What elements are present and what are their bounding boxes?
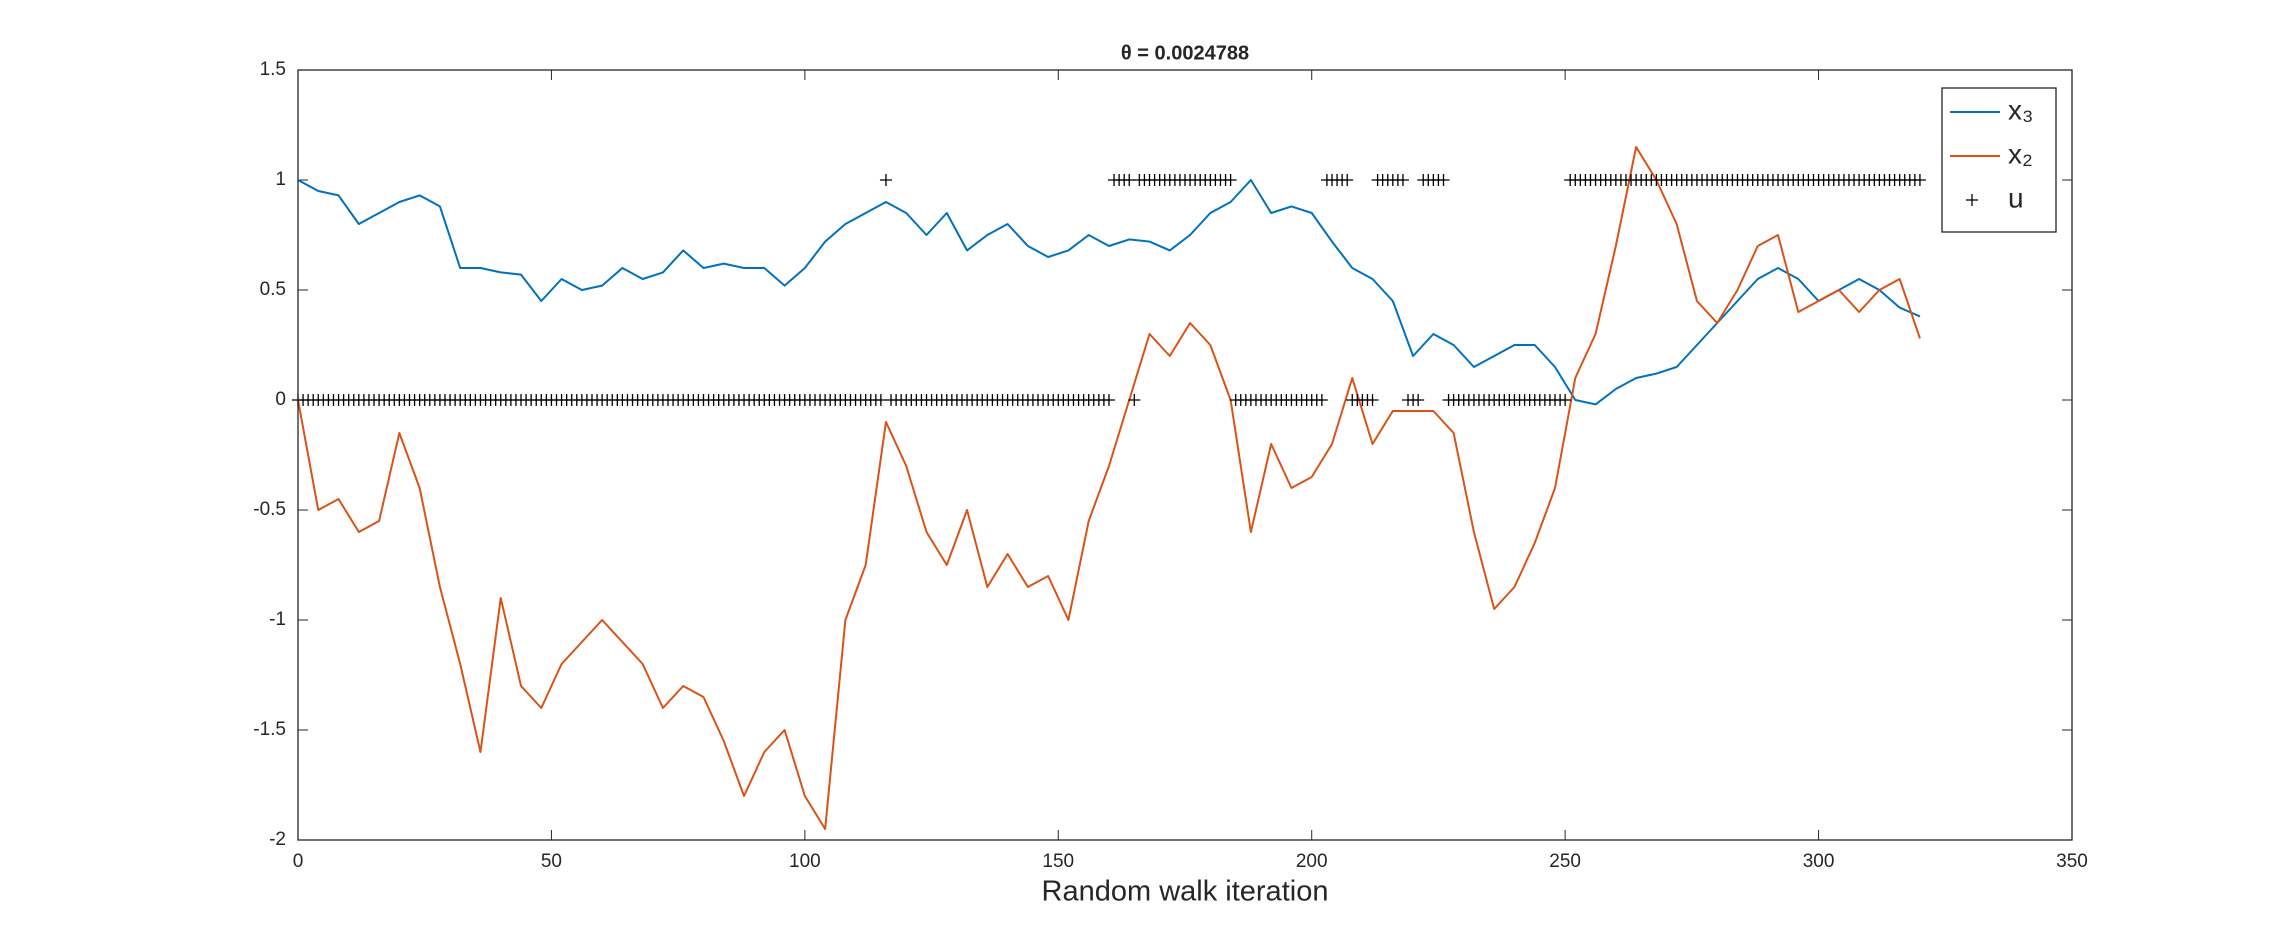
chart-title: θ = 0.0024788	[1121, 42, 1249, 64]
u-marker	[1341, 174, 1354, 186]
x-tick-label: 200	[1296, 851, 1328, 872]
u-marker	[1224, 174, 1237, 186]
legend-label: x₂	[2008, 138, 2033, 169]
y-tick-label: -1	[269, 609, 286, 630]
x-tick-label: 150	[1042, 851, 1074, 872]
x-tick-label: 0	[293, 851, 304, 872]
u-marker	[879, 174, 892, 186]
y-tick-label: 0.5	[260, 279, 286, 300]
legend-box	[1941, 87, 2057, 233]
x-tick-label: 100	[789, 851, 821, 872]
u-marker	[1396, 174, 1409, 186]
u-marker	[1437, 174, 1450, 186]
u-marker	[1128, 394, 1141, 406]
y-tick-label: -0.5	[253, 499, 286, 520]
u-marker	[1412, 394, 1425, 406]
u-marker	[1123, 174, 1136, 186]
u-marker	[1559, 394, 1572, 406]
plot-area	[298, 70, 2072, 840]
legend-marker	[1966, 194, 1978, 206]
x-tick-label: 50	[541, 851, 562, 872]
series-line	[297, 146, 1921, 830]
u-marker	[1913, 174, 1926, 186]
u-marker	[1315, 394, 1328, 406]
y-tick-label: -1.5	[253, 719, 286, 740]
x-tick-label: 250	[1549, 851, 1581, 872]
x-axis-label: Random walk iteration	[1042, 876, 1329, 908]
u-marker	[1102, 394, 1115, 406]
legend-label: x₃	[2008, 94, 2033, 125]
y-tick-label: 1.5	[260, 59, 286, 80]
y-tick-label: -2	[269, 829, 286, 850]
y-tick-label: 0	[275, 389, 286, 410]
series-line	[297, 179, 1921, 406]
u-marker	[874, 394, 887, 406]
x-tick-label: 300	[1803, 851, 1835, 872]
y-tick-label: 1	[275, 169, 286, 190]
u-marker	[1366, 394, 1379, 406]
x-tick-label: 350	[2056, 851, 2088, 872]
axes-frame	[297, 69, 2073, 841]
legend-label: u	[2008, 182, 2024, 213]
